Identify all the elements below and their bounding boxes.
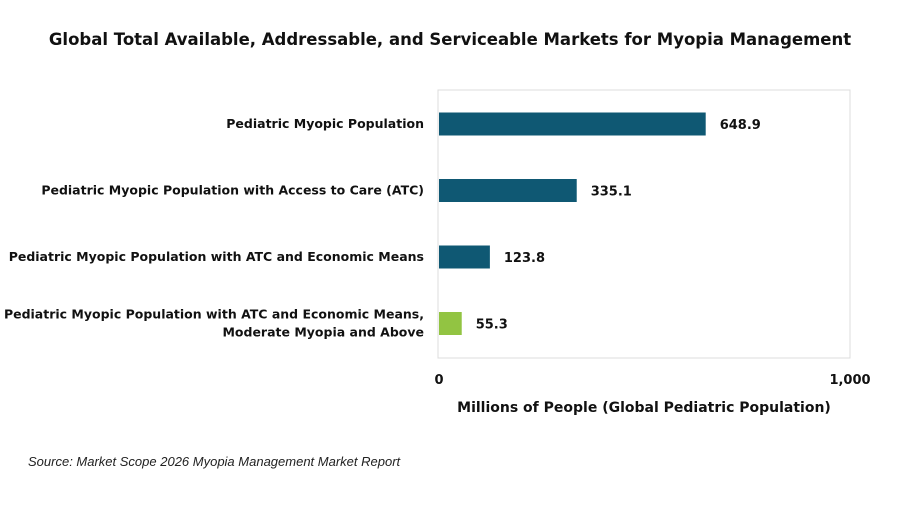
data-label-1: 648.9	[720, 118, 761, 133]
category-label-line: Pediatric Myopic Population	[226, 116, 424, 131]
category-label-2: Pediatric Myopic Population with Access …	[41, 183, 424, 198]
labels-layer: 648.9 Pediatric Myopic Population 335.1 Ped…	[4, 116, 761, 340]
category-label-line: Pediatric Myopic Population with ATC and…	[9, 249, 424, 264]
x-axis-ticks: 0 1,000	[434, 373, 870, 388]
plot-area-frame	[437, 89, 851, 359]
category-label-3: Pediatric Myopic Population with ATC and…	[9, 249, 424, 264]
bars-layer	[439, 112, 706, 335]
category-label-line: Moderate Myopia and Above	[222, 325, 424, 340]
category-label-line: Pediatric Myopic Population with Access …	[41, 183, 424, 198]
chart-title: Global Total Available, Addressable, and…	[48, 30, 852, 49]
x-tick-label: 1,000	[829, 373, 870, 388]
bar-1	[439, 112, 706, 136]
bar-4	[439, 312, 462, 335]
bar-2	[439, 179, 577, 202]
data-label-2: 335.1	[591, 185, 632, 200]
x-axis-label: Millions of People (Global Pediatric Pop…	[457, 400, 831, 416]
x-tick-label: 0	[434, 373, 443, 388]
source-note: Source: Market Scope 2026 Myopia Managem…	[28, 454, 401, 469]
category-label-4: Pediatric Myopic Population with ATC and…	[4, 307, 424, 340]
bar-3	[439, 245, 490, 269]
data-label-3: 123.8	[504, 251, 545, 266]
category-label-line: Pediatric Myopic Population with ATC and…	[4, 307, 424, 322]
category-label-1: Pediatric Myopic Population	[226, 116, 424, 131]
data-label-4: 55.3	[476, 318, 508, 333]
